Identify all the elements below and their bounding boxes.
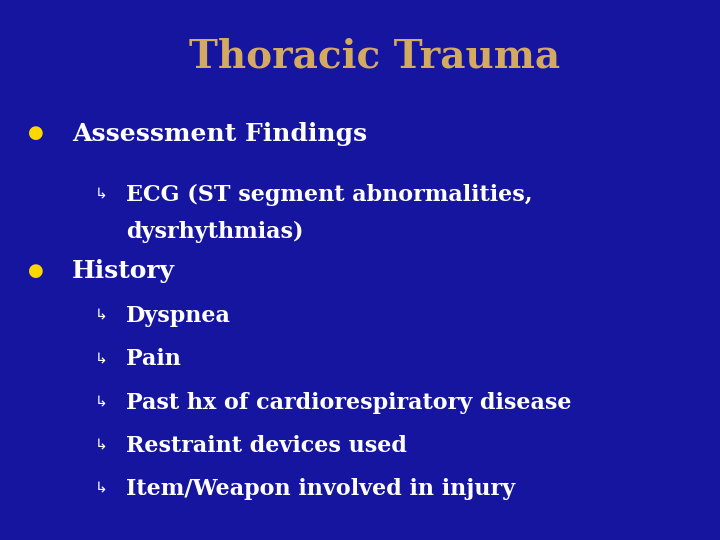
Text: Thoracic Trauma: Thoracic Trauma <box>189 38 560 76</box>
Text: ●: ● <box>28 124 44 142</box>
Text: ●: ● <box>28 262 44 280</box>
Text: ↳: ↳ <box>94 481 107 496</box>
Text: Dyspnea: Dyspnea <box>126 305 231 327</box>
Text: ↳: ↳ <box>94 308 107 323</box>
Text: Assessment Findings: Assessment Findings <box>72 122 367 145</box>
Text: Restraint devices used: Restraint devices used <box>126 435 407 457</box>
Text: Item/Weapon involved in injury: Item/Weapon involved in injury <box>126 478 515 500</box>
Text: ECG (ST segment abnormalities,: ECG (ST segment abnormalities, <box>126 184 533 206</box>
Text: ↳: ↳ <box>94 186 107 201</box>
Text: ↳: ↳ <box>94 437 107 453</box>
Text: Past hx of cardiorespiratory disease: Past hx of cardiorespiratory disease <box>126 392 572 414</box>
Text: ↳: ↳ <box>94 351 107 366</box>
Text: ↳: ↳ <box>94 394 107 409</box>
Text: History: History <box>72 259 175 283</box>
Text: dysrhythmias): dysrhythmias) <box>126 221 304 244</box>
Text: Pain: Pain <box>126 348 181 370</box>
